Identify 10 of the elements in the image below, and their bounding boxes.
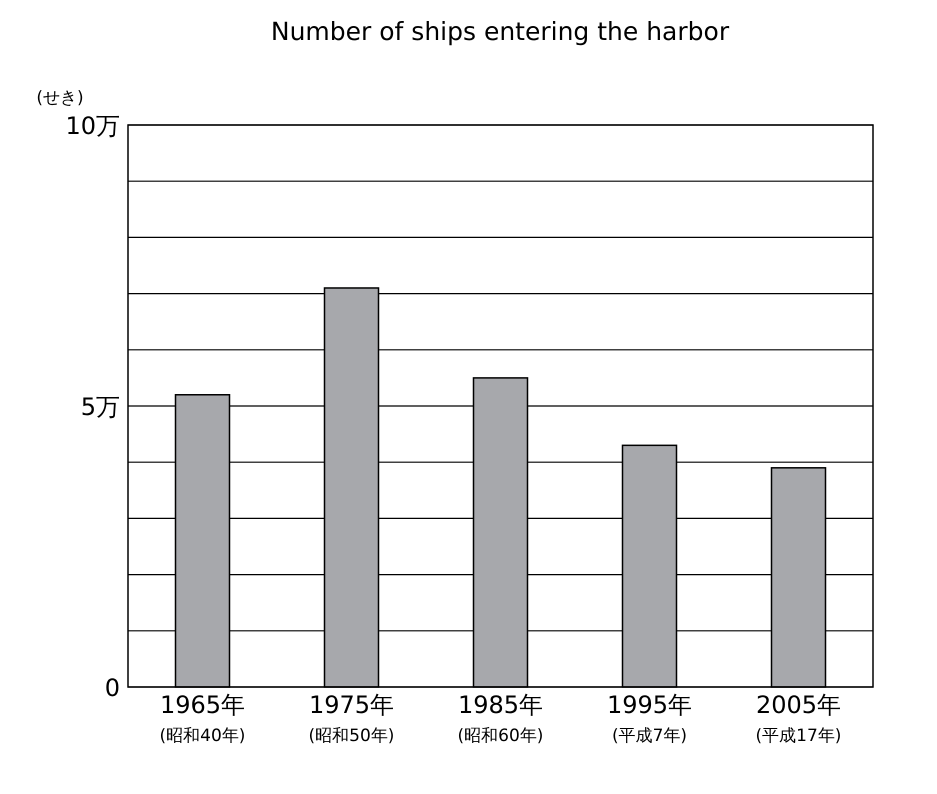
x-tick-label: 1995年 (平成7年): [606, 691, 692, 746]
x-tick-label: 2005年 (平成17年): [756, 691, 842, 746]
y-tick-label: 5万: [80, 393, 120, 421]
chart-title: Number of ships entering the harbor: [270, 17, 730, 46]
x-tick-label: 1985年 (昭和60年): [458, 691, 544, 746]
y-axis-title: (せき): [36, 88, 84, 108]
x-tick-label: 1965年 (昭和40年): [160, 691, 246, 746]
x-tick-label: 1975年 (昭和50年): [308, 691, 394, 746]
y-tick-label: 0: [104, 674, 120, 702]
y-tick-label: 10万: [65, 112, 120, 140]
